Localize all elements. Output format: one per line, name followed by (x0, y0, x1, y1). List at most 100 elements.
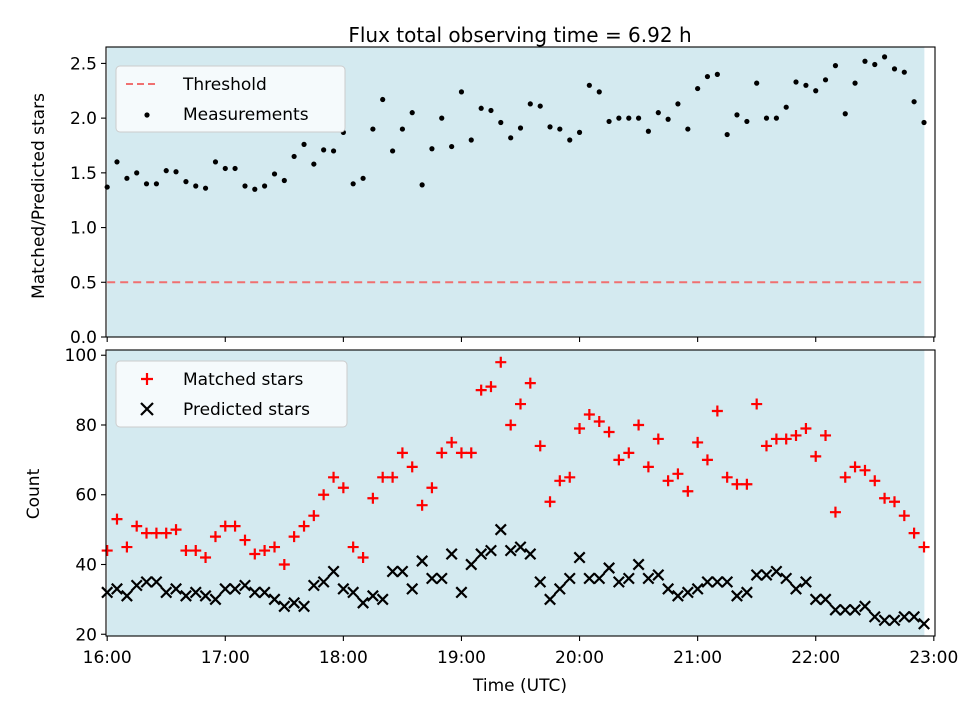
predicted-star-point (770, 565, 783, 578)
matched-star-point (318, 489, 330, 501)
top-y-tick-label: 0.5 (70, 273, 97, 293)
predicted-star-point (327, 565, 340, 578)
predicted-star-point (750, 568, 763, 581)
matched-star-point (259, 545, 271, 557)
predicted-star-point (494, 523, 507, 536)
top-legend: Threshold Measurements (115, 65, 346, 133)
matched-star-point (790, 429, 802, 441)
predicted-star-point (573, 551, 586, 564)
measurement-point (360, 175, 366, 181)
measurement-point (508, 135, 514, 141)
measurement-point (685, 126, 691, 132)
predicted-star-point (790, 582, 802, 595)
measurement-point (370, 126, 376, 132)
measurement-point (173, 169, 179, 175)
measurement-point (537, 103, 543, 109)
matched-star-point (416, 499, 428, 511)
predicted-star-point (721, 575, 734, 588)
measurement-point (881, 54, 888, 60)
matched-star-point (308, 510, 320, 522)
predicted-star-point (671, 589, 684, 602)
predicted-star-point (140, 575, 153, 588)
matched-star-point (701, 454, 713, 466)
predicted-star-point (799, 575, 812, 588)
predicted-star-point (209, 593, 222, 606)
matched-star-point (190, 545, 202, 557)
predicted-star-point (229, 582, 242, 595)
matched-star-point (898, 510, 910, 522)
matched-star-point (751, 398, 763, 410)
top-x-ticks (106, 337, 935, 342)
measurement-point (724, 131, 730, 138)
predicted-star-point (908, 610, 921, 623)
measurement-point (311, 161, 317, 167)
predicted-star-point (888, 614, 901, 627)
measurement-point (635, 115, 642, 121)
matched-star-point (888, 496, 900, 508)
matched-star-point (180, 545, 192, 557)
matched-star-point (485, 381, 497, 393)
matched-star-point (278, 559, 290, 570)
matched-star-point (574, 422, 586, 434)
bottom-y-tick-label: 60 (75, 486, 97, 506)
matched-star-point (229, 520, 241, 532)
bottom-y-tick-label: 100 (65, 346, 97, 366)
bottom-y-tick-label: 20 (75, 625, 97, 645)
legend-measurements-swatch (144, 112, 150, 118)
measurement-point (271, 171, 278, 177)
measurement-point (104, 184, 110, 190)
x-tick-label: 21:00 (673, 648, 722, 668)
measurement-point (222, 165, 228, 172)
measurement-point (261, 183, 268, 189)
predicted-star-point (662, 582, 675, 595)
predicted-star-point (416, 555, 429, 567)
predicted-star-point (160, 586, 173, 599)
measurement-point (842, 111, 848, 117)
predicted-star-point (524, 548, 537, 561)
predicted-star-point (376, 593, 389, 606)
measurement-point (714, 71, 720, 77)
predicted-star-point (858, 600, 871, 613)
predicted-star-point (642, 572, 655, 585)
matched-star-point (613, 454, 625, 466)
measurement-point (901, 69, 907, 75)
x-tick-label: 19:00 (437, 648, 486, 668)
predicted-star-point (829, 603, 842, 616)
measurement-point (576, 129, 583, 135)
measurement-point (458, 89, 465, 95)
matched-star-point (200, 552, 212, 564)
measurement-point (419, 182, 425, 188)
matched-star-point (829, 506, 841, 518)
x-tick-label: 22:00 (791, 648, 840, 668)
measurement-point (675, 101, 681, 107)
bottom-y-tick-label: 40 (75, 556, 97, 576)
measurement-point (763, 115, 770, 121)
matched-star-point (839, 471, 851, 483)
measurement-point (193, 183, 199, 189)
matched-star-point (593, 416, 605, 427)
matched-star-point (849, 461, 861, 473)
measurement-point (557, 126, 563, 132)
predicted-star-point (544, 593, 557, 606)
matched-star-point (534, 440, 546, 452)
predicted-star-point (681, 586, 694, 599)
measurement-point (350, 181, 356, 187)
top-plot-frame (105, 46, 936, 338)
measurement-point (822, 77, 829, 83)
measurement-point (852, 80, 858, 86)
legend-predicted-label: Predicted stars (183, 400, 310, 420)
measurement-point (153, 181, 160, 187)
measurement-point (291, 153, 297, 160)
legend-matched-label: Matched stars (183, 370, 303, 390)
matched-star-point (337, 482, 349, 494)
matched-star-point (554, 475, 566, 487)
predicted-star-point (868, 610, 881, 623)
predicted-star-point (120, 589, 133, 602)
matched-star-point (357, 552, 369, 564)
measurement-point (124, 175, 130, 181)
measurement-point (754, 80, 760, 86)
predicted-star-point (445, 548, 458, 561)
measurement-point (281, 177, 287, 184)
measurement-point (862, 58, 868, 64)
matched-star-point (692, 436, 704, 448)
